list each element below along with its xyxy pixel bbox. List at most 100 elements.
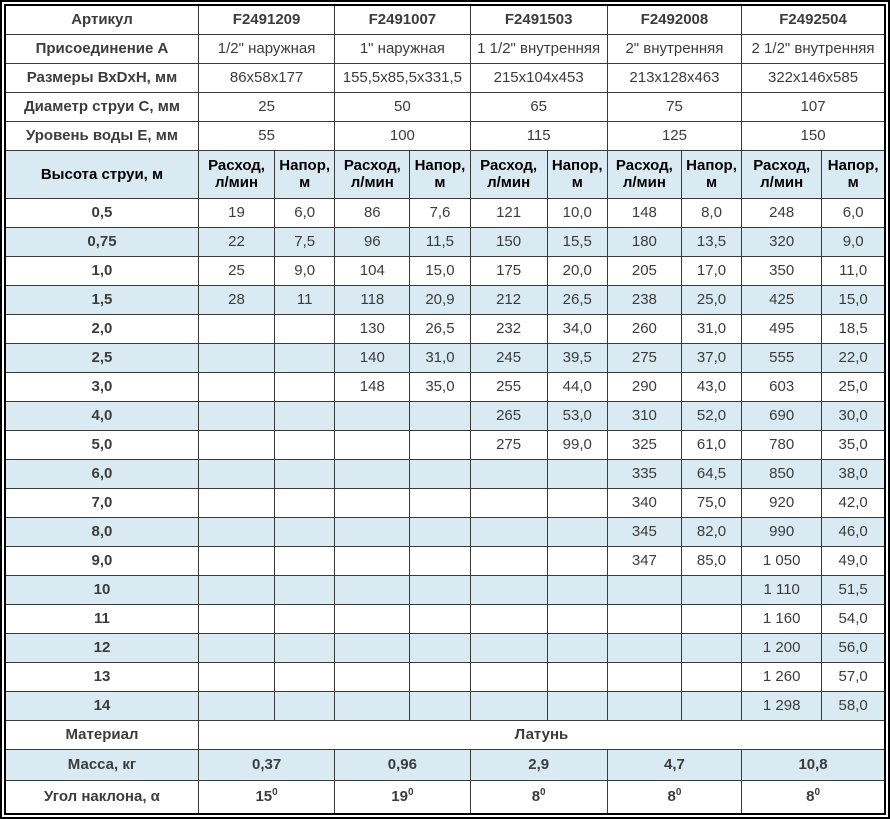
jet-data-cell: [197, 575, 276, 606]
table-row: 14 1 298 58,0: [4, 691, 886, 722]
jet-data-cell: [469, 575, 548, 606]
spec-value-cell: 86х58х177: [197, 62, 336, 93]
table-row: Угол наклона, α 150 190 80 80 80: [4, 780, 886, 815]
jet-height-label: 4,0: [4, 400, 199, 431]
jet-data-cell: [680, 633, 743, 664]
jet-data-cell: [197, 633, 276, 664]
jet-data-cell: 38,0: [821, 458, 886, 490]
jet-data-cell: 82,0: [680, 517, 743, 548]
jet-data-cell: [334, 604, 411, 635]
table-row: 3,0 148 35,0 255 44,0 290 43,0 603 25,0: [4, 371, 886, 402]
angle-value: 8: [531, 788, 541, 806]
jet-data-cell: 53,0: [546, 400, 608, 431]
article-number-link[interactable]: F2491209: [197, 4, 336, 35]
jet-data-cell: [546, 488, 608, 519]
jet-data-cell: [546, 546, 608, 577]
article-number-link[interactable]: F2492008: [606, 4, 743, 35]
spec-value-cell: 100: [334, 120, 471, 151]
degree-superscript: 0: [272, 787, 278, 799]
jet-data-cell: [197, 662, 276, 693]
jet-data-cell: [274, 662, 336, 693]
jet-data-cell: 335: [606, 458, 682, 490]
table-row: Присоединение А 1/2" наружная 1" наружная 1…: [4, 33, 886, 64]
angle-value-cell: 80: [469, 780, 608, 815]
jet-data-cell: [197, 488, 276, 519]
jet-data-cell: 10,0: [546, 197, 608, 228]
table-row: 10 1 110 51,5: [4, 575, 886, 606]
jet-data-cell: 920: [741, 488, 823, 519]
jet-data-cell: [409, 458, 471, 490]
mass-value-cell: 2,9: [469, 749, 608, 782]
jet-data-cell: [606, 604, 682, 635]
article-number-link[interactable]: F2491503: [469, 4, 608, 35]
jet-data-cell: 118: [334, 284, 411, 315]
jet-data-cell: 15,0: [821, 284, 886, 315]
jet-data-cell: [409, 691, 471, 722]
jet-data-cell: [197, 691, 276, 722]
jet-height-label: 7,0: [4, 488, 199, 519]
jet-height-label: 1,0: [4, 255, 199, 286]
jet-data-cell: 495: [741, 313, 823, 344]
jet-data-cell: 6,0: [274, 197, 336, 228]
jet-data-cell: 39,5: [546, 342, 608, 373]
spec-value-cell: 1 1/2" внутренняя: [469, 33, 608, 64]
angle-value: 8: [806, 788, 815, 806]
jet-data-cell: 248: [741, 197, 823, 228]
jet-data-cell: 85,0: [680, 546, 743, 577]
spec-row-label: Присоединение А: [4, 33, 199, 64]
jet-data-cell: 1 260: [741, 662, 823, 693]
nozzle-spec-table: Артикул F2491209 F2491007 F2491503 F2492008 F…: [4, 4, 886, 815]
jet-data-cell: 26,5: [409, 313, 471, 344]
jet-data-cell: 555: [741, 342, 823, 373]
jet-data-cell: [197, 313, 276, 344]
jet-data-cell: 54,0: [821, 604, 886, 635]
jet-data-cell: [409, 400, 471, 431]
jet-height-label: 0,5: [4, 197, 199, 228]
jet-data-cell: 20,9: [409, 284, 471, 315]
jet-data-cell: [680, 691, 743, 722]
jet-data-cell: 148: [334, 371, 411, 402]
head-column-header: Напор, м: [409, 149, 471, 199]
jet-data-cell: 1 110: [741, 575, 823, 606]
jet-data-cell: [606, 662, 682, 693]
jet-data-cell: 56,0: [821, 633, 886, 664]
article-number-link[interactable]: F2492504: [741, 4, 886, 35]
jet-data-cell: [409, 546, 471, 577]
jet-data-cell: [197, 400, 276, 431]
jet-data-cell: 26,5: [546, 284, 608, 315]
jet-data-cell: [274, 400, 336, 431]
jet-data-cell: 31,0: [409, 342, 471, 373]
jet-data-cell: 64,5: [680, 458, 743, 490]
jet-data-cell: 99,0: [546, 429, 608, 460]
article-number-link[interactable]: F2491007: [334, 4, 471, 35]
mass-value-cell: 4,7: [606, 749, 743, 782]
jet-data-cell: 8,0: [680, 197, 743, 228]
jet-data-cell: [546, 575, 608, 606]
spec-value-cell: 322х146х585: [741, 62, 886, 93]
jet-data-cell: 780: [741, 429, 823, 460]
jet-data-cell: 310: [606, 400, 682, 431]
jet-data-cell: [197, 429, 276, 460]
jet-data-cell: 52,0: [680, 400, 743, 431]
jet-data-cell: [274, 691, 336, 722]
jet-data-cell: [334, 662, 411, 693]
jet-height-label: 0,75: [4, 226, 199, 257]
spec-value-cell: 2" внутренняя: [606, 33, 743, 64]
angle-row-label: Угол наклона, α: [4, 780, 199, 815]
jet-data-cell: 28: [197, 284, 276, 315]
spec-row-label: Диаметр струи С, мм: [4, 91, 199, 122]
jet-data-cell: [334, 633, 411, 664]
jet-data-cell: [546, 458, 608, 490]
jet-data-cell: 425: [741, 284, 823, 315]
jet-data-cell: 104: [334, 255, 411, 286]
jet-data-cell: 350: [741, 255, 823, 286]
jet-data-cell: 325: [606, 429, 682, 460]
jet-data-cell: 49,0: [821, 546, 886, 577]
jet-height-label: 3,0: [4, 371, 199, 402]
jet-data-cell: [334, 575, 411, 606]
jet-data-cell: 19: [197, 197, 276, 228]
jet-data-cell: 61,0: [680, 429, 743, 460]
jet-data-cell: [274, 517, 336, 548]
jet-data-cell: [680, 575, 743, 606]
jet-data-cell: 17,0: [680, 255, 743, 286]
